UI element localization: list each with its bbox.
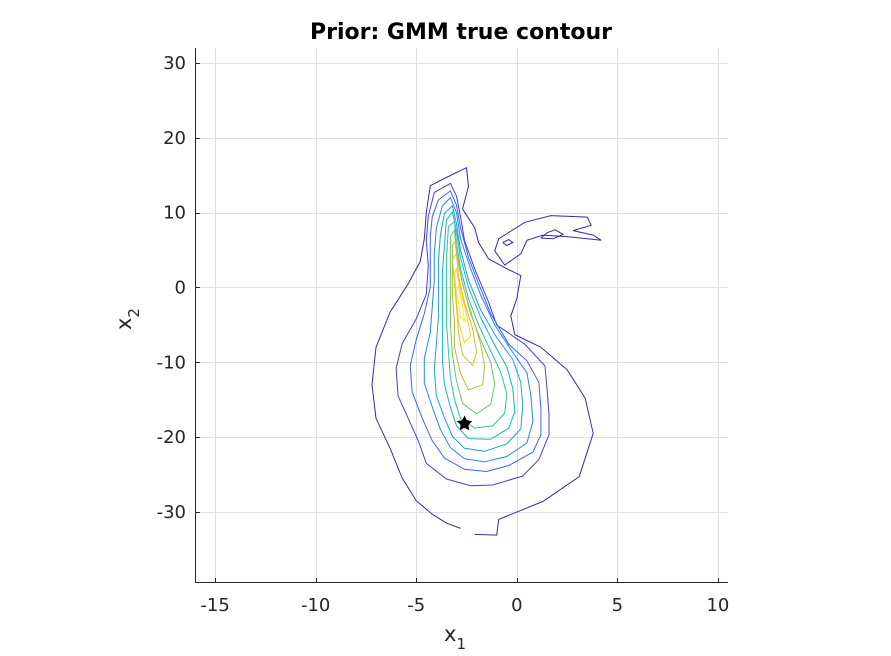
contour-lines	[371, 166, 602, 536]
contour-outer-tail	[540, 229, 565, 240]
y-tick-label: 10	[163, 203, 186, 224]
y-tick-label: 20	[163, 128, 186, 149]
contour-level-10	[451, 252, 478, 367]
x-axis-label-subscript: 1	[456, 635, 466, 653]
x-tick-label: 10	[706, 595, 729, 616]
y-tick-label: -20	[157, 427, 186, 448]
x-tick-label: -5	[407, 595, 425, 616]
x-tick-label: -15	[200, 595, 229, 616]
x-tick-labels: -15 -10 -5 0 5 10	[200, 578, 729, 616]
y-tick-label: 0	[175, 277, 186, 298]
x-tick-label: 0	[511, 595, 522, 616]
contour-level-9	[451, 239, 486, 391]
x-axis-label-base: x	[444, 622, 456, 646]
x-tick-label: 5	[612, 595, 623, 616]
contour-level-2	[395, 182, 550, 487]
contour-level-6	[441, 210, 516, 440]
y-tick-label: -30	[157, 502, 186, 523]
contour-outer-tail	[502, 239, 514, 247]
x-axis-label: x1	[444, 622, 466, 653]
y-axis-label-subscript: 2	[125, 308, 143, 318]
x-tick-label: -10	[301, 595, 330, 616]
chart-title: Prior: GMM true contour	[310, 20, 612, 45]
contour-level-1	[430, 166, 594, 536]
contour-level-7	[445, 220, 508, 429]
contour-level-12	[456, 284, 466, 323]
contour-level-11	[454, 266, 472, 344]
grid	[195, 48, 728, 583]
y-axis-label-base: x	[112, 318, 136, 330]
contour-level-3	[409, 190, 542, 473]
y-tick-label: 30	[163, 53, 186, 74]
y-axis-label: x2	[112, 308, 143, 330]
star-marker-center	[460, 419, 470, 429]
y-tick-labels: -30 -20 -10 0 10 20 30	[157, 53, 200, 523]
marker-layer	[456, 415, 473, 431]
contour-level-1	[371, 185, 461, 529]
contour-level-5	[433, 204, 524, 452]
contour-level-4	[423, 196, 534, 463]
contour-outer-tail	[494, 215, 602, 266]
y-tick-label: -10	[157, 352, 186, 373]
